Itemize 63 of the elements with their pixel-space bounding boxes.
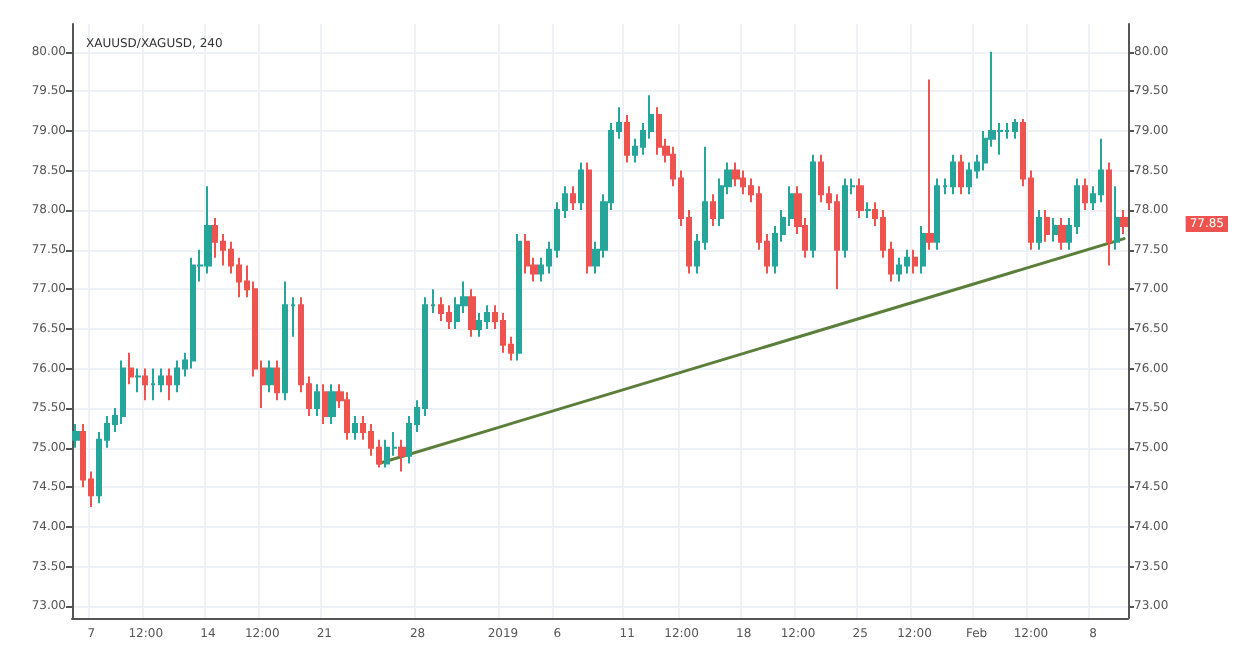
candlestick <box>710 193 716 227</box>
candlestick <box>1098 137 1104 204</box>
candlestick <box>1058 217 1066 251</box>
candlestick <box>204 185 212 275</box>
candlestick <box>740 169 746 196</box>
candlestick <box>150 367 156 402</box>
candlestick <box>190 256 196 370</box>
candlestick <box>834 193 840 291</box>
candlestick <box>142 367 148 402</box>
candlestick <box>624 114 630 164</box>
candlestick <box>274 359 280 402</box>
candlestick <box>120 359 126 425</box>
candlestick <box>322 383 328 425</box>
candlestick <box>1052 217 1058 243</box>
candlestick <box>328 383 336 425</box>
candlestick <box>926 78 934 251</box>
candlestick <box>578 161 584 212</box>
candlestick <box>896 256 902 283</box>
candlestick <box>570 185 576 212</box>
candlestick <box>1082 177 1088 212</box>
candlestick <box>856 177 864 220</box>
candlestick <box>842 177 848 259</box>
candlestick <box>282 280 288 402</box>
candlestick <box>174 359 180 394</box>
candlestick <box>516 232 522 362</box>
candlestick <box>134 367 142 394</box>
candlestick <box>266 359 274 394</box>
candlestick <box>586 161 592 275</box>
candlestick <box>1012 118 1018 140</box>
candlestick <box>1114 185 1120 251</box>
candlestick <box>212 217 218 259</box>
candlestick <box>818 153 824 204</box>
candlestick <box>864 201 872 220</box>
candlestick <box>484 304 490 330</box>
candlestick <box>72 422 80 449</box>
candlestick <box>524 232 530 275</box>
candlestick <box>912 248 918 275</box>
candlestick <box>920 224 926 275</box>
candlestick <box>344 391 350 441</box>
candlestick <box>476 312 482 338</box>
candlestick <box>1120 209 1128 235</box>
candlestick <box>398 438 406 473</box>
candlestick <box>966 161 972 196</box>
candlestick <box>166 367 172 402</box>
candlestick <box>1044 209 1050 243</box>
candlestick <box>446 304 452 330</box>
candlestick <box>810 153 816 259</box>
candlestick <box>384 438 390 469</box>
candlestick <box>438 296 444 322</box>
candlestick <box>958 153 964 196</box>
candlestick <box>468 288 476 338</box>
candlestick <box>950 153 956 196</box>
candlestick <box>1106 161 1112 267</box>
candlestick <box>904 248 910 275</box>
candlestick <box>500 312 506 354</box>
candlestick <box>934 177 940 251</box>
candlestick <box>158 367 164 394</box>
candlestick <box>732 161 740 188</box>
candlestick <box>1036 209 1042 251</box>
candlestick <box>314 383 320 418</box>
candlestick <box>656 106 662 156</box>
candlestick <box>352 415 358 441</box>
candlestick <box>128 351 134 386</box>
